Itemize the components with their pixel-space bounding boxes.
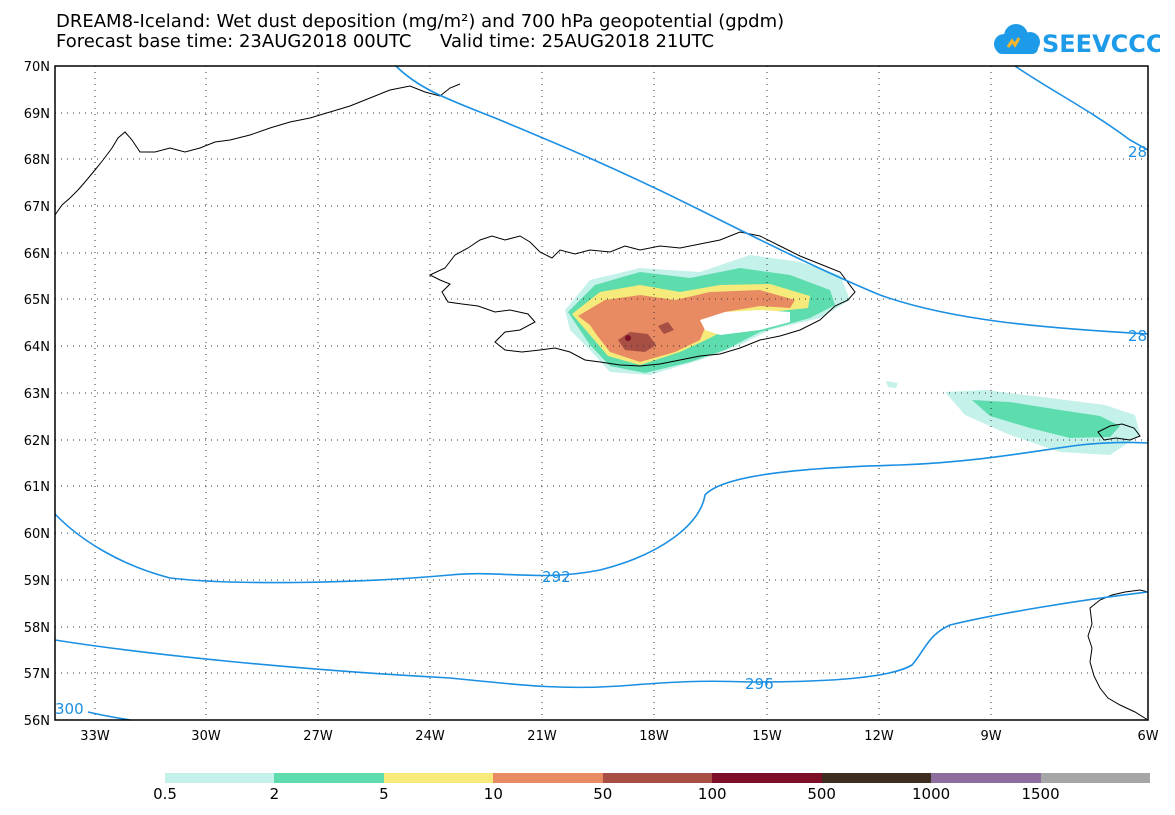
lat-label: 70N (24, 60, 50, 75)
contour-label-28-right: 28 (1128, 327, 1147, 345)
color-scale-label: 0.5 (153, 785, 177, 803)
cloud-icon (994, 24, 1040, 54)
lat-label: 64N (24, 340, 50, 355)
color-scale-label: 5 (379, 785, 389, 803)
lat-label: 69N (24, 107, 50, 122)
color-scale-label: 1000 (912, 785, 951, 803)
latitude-labels: 70N 69N 68N 67N 66N 65N 64N 63N 62N 61N … (24, 60, 50, 729)
lon-label: 27W (303, 729, 333, 744)
lat-label: 65N (24, 293, 50, 308)
color-scale-label: 2 (269, 785, 280, 803)
contour-top-right (1014, 65, 1149, 151)
color-scale-bar (165, 773, 1150, 783)
color-scale-segment (931, 773, 1041, 783)
color-scale-segment (383, 773, 494, 783)
lon-label: 6W (1137, 729, 1158, 744)
color-scale-label: 1500 (1021, 785, 1060, 803)
lat-label: 66N (24, 247, 50, 262)
color-scale-segment (712, 773, 822, 783)
lon-label: 21W (527, 729, 557, 744)
color-scale-label: 10 (483, 785, 503, 803)
color-scale-segment (1040, 773, 1150, 783)
contour-292 (54, 441, 1149, 584)
logo-text: SEEVCCC (1042, 30, 1160, 58)
color-scale-label: 100 (697, 785, 727, 803)
dust-area-dark (625, 335, 631, 341)
lon-label: 9W (980, 729, 1001, 744)
greenland-coast (54, 83, 461, 216)
color-scale-segment (602, 773, 713, 783)
lon-label: 12W (864, 729, 894, 744)
contour-label-296: 296 (745, 675, 774, 693)
coastlines (54, 83, 1149, 721)
map-frame (54, 65, 1149, 721)
contour-labels: 292 296 300 28 28 (55, 143, 1147, 718)
dust-area-speck (886, 381, 898, 388)
lon-label: 24W (415, 729, 445, 744)
color-scale-segment (274, 773, 384, 783)
contour-top-left (395, 65, 1149, 335)
lat-label: 56N (24, 714, 50, 729)
geopotential-contours (54, 65, 1149, 721)
contour-300 (87, 711, 131, 721)
dust-area-faroe-green (972, 400, 1120, 438)
iceland-coast (428, 231, 856, 367)
lat-label: 67N (24, 200, 50, 215)
scotland-coast (1087, 589, 1149, 721)
dust-deposition-fill (565, 255, 1140, 455)
color-scale-segment (165, 773, 275, 783)
lon-label: 18W (639, 729, 669, 744)
seevccc-logo: SEEVCCC (994, 24, 1160, 58)
faroe-coast (1097, 423, 1141, 441)
color-scale-label: 50 (593, 785, 613, 803)
lat-label: 68N (24, 153, 50, 168)
lat-label: 59N (24, 574, 50, 589)
contour-label-28-top: 28 (1128, 143, 1147, 161)
dust-area-gap (700, 310, 790, 335)
lat-label: 60N (24, 527, 50, 542)
longitude-labels: 33W 30W 27W 24W 21W 18W 15W 12W 9W 6W (80, 729, 1158, 744)
lat-label: 61N (24, 480, 50, 495)
dust-area-brown-small (658, 322, 674, 334)
color-scale-segment (493, 773, 603, 783)
lat-label: 58N (24, 621, 50, 636)
gridlines (55, 66, 1148, 720)
lon-label: 33W (80, 729, 110, 744)
lat-label: 63N (24, 387, 50, 402)
contour-label-292: 292 (542, 568, 571, 586)
lon-label: 30W (191, 729, 221, 744)
lon-label: 15W (752, 729, 782, 744)
lat-label: 57N (24, 667, 50, 682)
color-scale-segment (821, 773, 932, 783)
map-subtitle: Forecast base time: 23AUG2018 00UTC Vali… (56, 31, 715, 52)
lat-label: 62N (24, 434, 50, 449)
map-title: DREAM8-Iceland: Wet dust deposition (mg/… (56, 11, 785, 32)
contour-296 (54, 591, 1149, 689)
color-scale-label: 500 (807, 785, 836, 803)
contour-label-300: 300 (55, 700, 84, 718)
